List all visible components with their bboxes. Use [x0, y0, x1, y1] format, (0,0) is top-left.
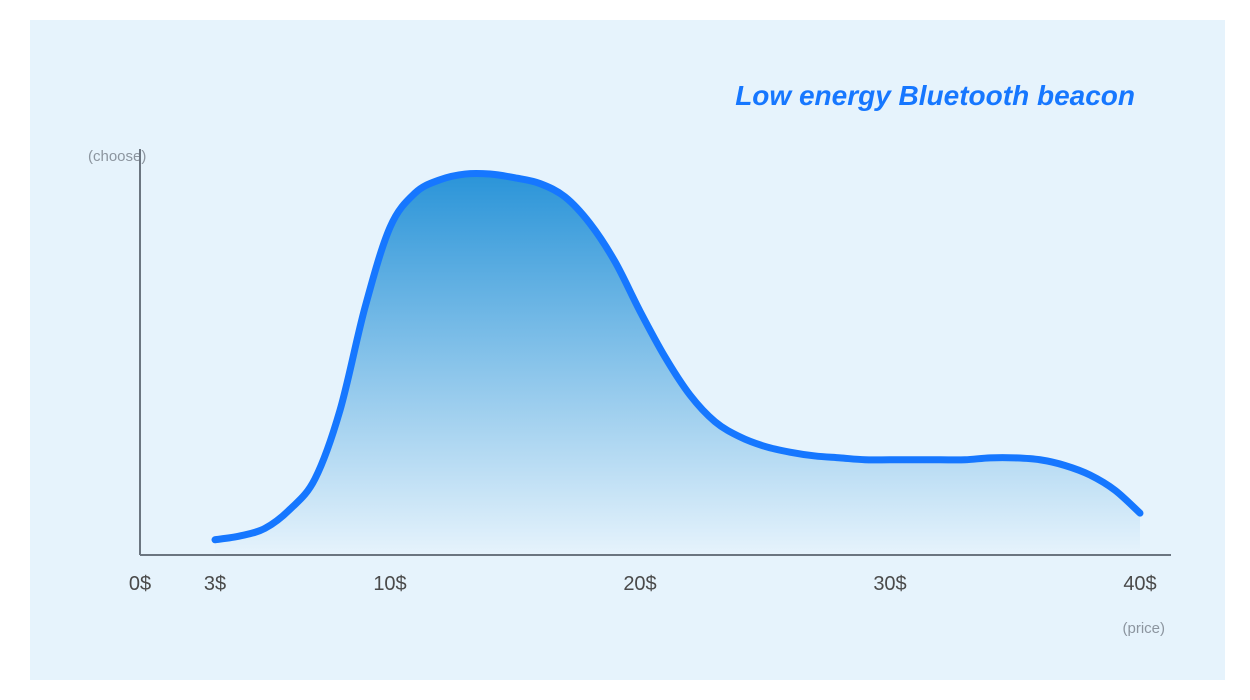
x-tick-label: 40$	[1123, 573, 1156, 596]
chart-title: Low energy Bluetooth beacon	[735, 80, 1135, 112]
x-tick-label: 10$	[373, 573, 406, 596]
x-axis-label: (price)	[1122, 620, 1165, 637]
x-tick-label: 0$	[129, 573, 151, 596]
chart-panel: Low energy Bluetooth beacon (choose) 0$ 3…	[30, 20, 1225, 680]
x-tick-label: 3$	[204, 573, 226, 596]
plot-area	[140, 155, 1165, 555]
chart-svg	[140, 155, 1165, 555]
x-tick-label: 20$	[623, 573, 656, 596]
y-axis-label: (choose)	[88, 148, 146, 165]
x-tick-label: 30$	[873, 573, 906, 596]
